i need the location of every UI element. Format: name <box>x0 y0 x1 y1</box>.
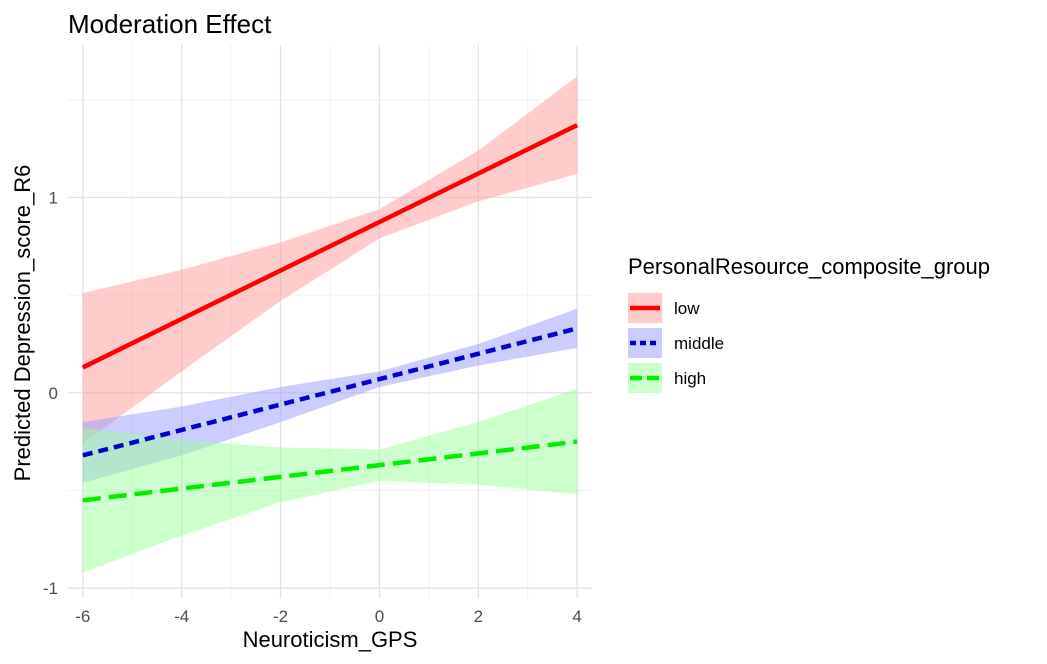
x-tick-label: -2 <box>273 607 288 626</box>
legend-label: middle <box>674 334 724 353</box>
y-tick-label: -1 <box>43 579 58 598</box>
legend-item-high: high <box>628 363 706 393</box>
confidence-band-low <box>82 76 578 444</box>
x-tick-label: -4 <box>174 607 189 626</box>
legend-title: PersonalResource_composite_group <box>628 254 990 279</box>
legend-keys: low middle high <box>628 293 724 393</box>
x-tick-label: 4 <box>572 607 581 626</box>
x-tick-label: 2 <box>474 607 483 626</box>
y-tick-labels: -1 0 1 <box>43 188 58 598</box>
legend-item-middle: middle <box>628 328 724 358</box>
x-tick-label: -6 <box>75 607 90 626</box>
confidence-band-middle <box>82 308 578 483</box>
legend-item-low: low <box>628 293 700 323</box>
series-line-middle <box>82 326 578 458</box>
x-tick-label: 0 <box>375 607 384 626</box>
legend-label: high <box>674 369 706 388</box>
legend-label: low <box>674 299 700 318</box>
series-lines <box>81 123 579 503</box>
y-axis-title: Predicted Depression_score_R6 <box>10 165 35 482</box>
confidence-bands <box>82 76 578 573</box>
series-line-high <box>82 439 578 503</box>
x-tick-labels: -6 -4 -2 0 2 4 <box>75 607 582 626</box>
confidence-band-high <box>82 388 578 573</box>
chart-title: Moderation Effect <box>68 9 272 39</box>
x-axis-title: Neuroticism_GPS <box>243 627 418 652</box>
y-tick-label: 0 <box>49 384 58 403</box>
series-line-low <box>81 123 579 370</box>
legend: PersonalResource_composite_group low midd… <box>628 254 990 393</box>
y-tick-label: 1 <box>49 188 58 207</box>
